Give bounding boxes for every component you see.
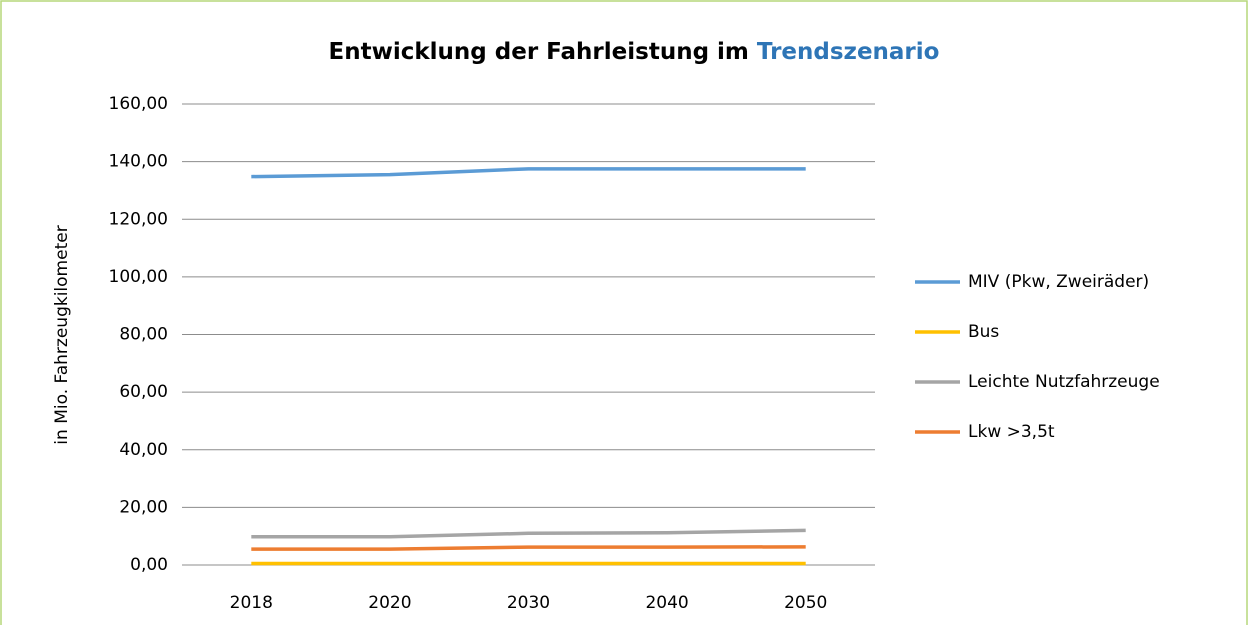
- legend-label: MIV (Pkw, Zweiräder): [968, 272, 1149, 292]
- y-tick-label: 140,00: [109, 152, 168, 172]
- y-tick-label: 60,00: [119, 382, 168, 402]
- series-line: [251, 528, 806, 539]
- chart-title: Entwicklung der Fahrleistung im Trendsze…: [329, 39, 940, 65]
- y-tick-label: 80,00: [119, 325, 168, 345]
- x-tick-label: 2020: [368, 593, 411, 613]
- y-tick-label: 160,00: [109, 94, 168, 114]
- series-line: [251, 545, 806, 551]
- series-line: [251, 167, 806, 179]
- y-tick-label: 100,00: [109, 267, 168, 287]
- x-tick-label: 2040: [645, 593, 688, 613]
- legend-label: Lkw >3,5t: [968, 422, 1055, 442]
- x-tick-label: 2030: [507, 593, 550, 613]
- title-part: Trendszenario: [757, 39, 940, 65]
- legend-label: Leichte Nutzfahrzeuge: [968, 372, 1160, 392]
- y-tick-label: 40,00: [119, 440, 168, 460]
- legend-label: Bus: [968, 322, 999, 342]
- y-tick-label: 0,00: [130, 555, 168, 575]
- y-tick-label: 120,00: [109, 209, 168, 229]
- y-tick-label: 20,00: [119, 497, 168, 517]
- y-axis-label: in Mio. Fahrzeugkilometer: [52, 225, 72, 444]
- x-tick-label: 2050: [784, 593, 827, 613]
- title-part: Entwicklung der Fahrleistung im: [329, 39, 749, 65]
- x-tick-label: 2018: [230, 593, 273, 613]
